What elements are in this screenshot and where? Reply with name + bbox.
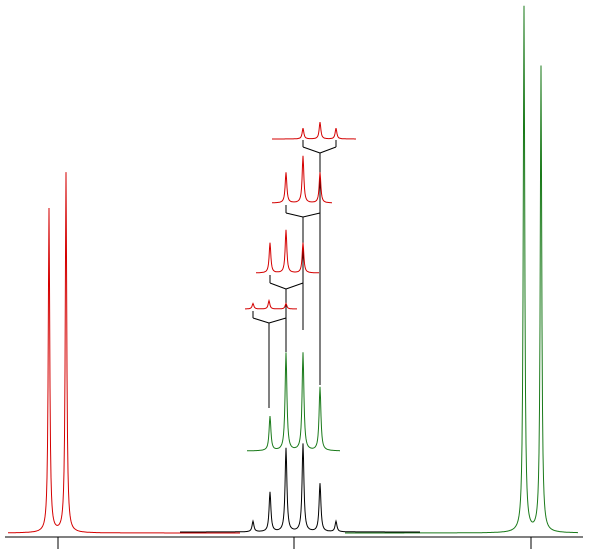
right-doublet-trace xyxy=(345,5,578,534)
red-subspectrum-2 xyxy=(256,229,319,274)
tree-diag-left-2 xyxy=(269,282,287,290)
tree-diag-left-4 xyxy=(302,146,321,154)
central-multiplet-trace xyxy=(180,443,420,533)
splitting-tree xyxy=(252,140,337,408)
red-subspectrum-3 xyxy=(272,155,332,204)
tree-diag-left-3 xyxy=(285,212,304,218)
tree-diag-right-2 xyxy=(285,282,304,290)
tree-diag-right-1 xyxy=(268,317,287,324)
tree-diag-right-3 xyxy=(302,212,321,218)
green-subspectrum-trace xyxy=(247,352,340,452)
central-multiplet xyxy=(180,443,420,533)
left-doublet-trace xyxy=(8,172,240,534)
red-subspectra xyxy=(245,122,356,310)
red-subspectrum-1 xyxy=(245,298,297,310)
red-subspectrum-4 xyxy=(272,122,356,140)
left-doublet xyxy=(8,172,240,534)
tree-diag-left-1 xyxy=(252,317,270,324)
tree-diag-right-4 xyxy=(319,146,337,154)
right-doublet xyxy=(345,5,578,534)
frequency-axis xyxy=(5,536,583,549)
green-subspectrum xyxy=(247,352,340,452)
